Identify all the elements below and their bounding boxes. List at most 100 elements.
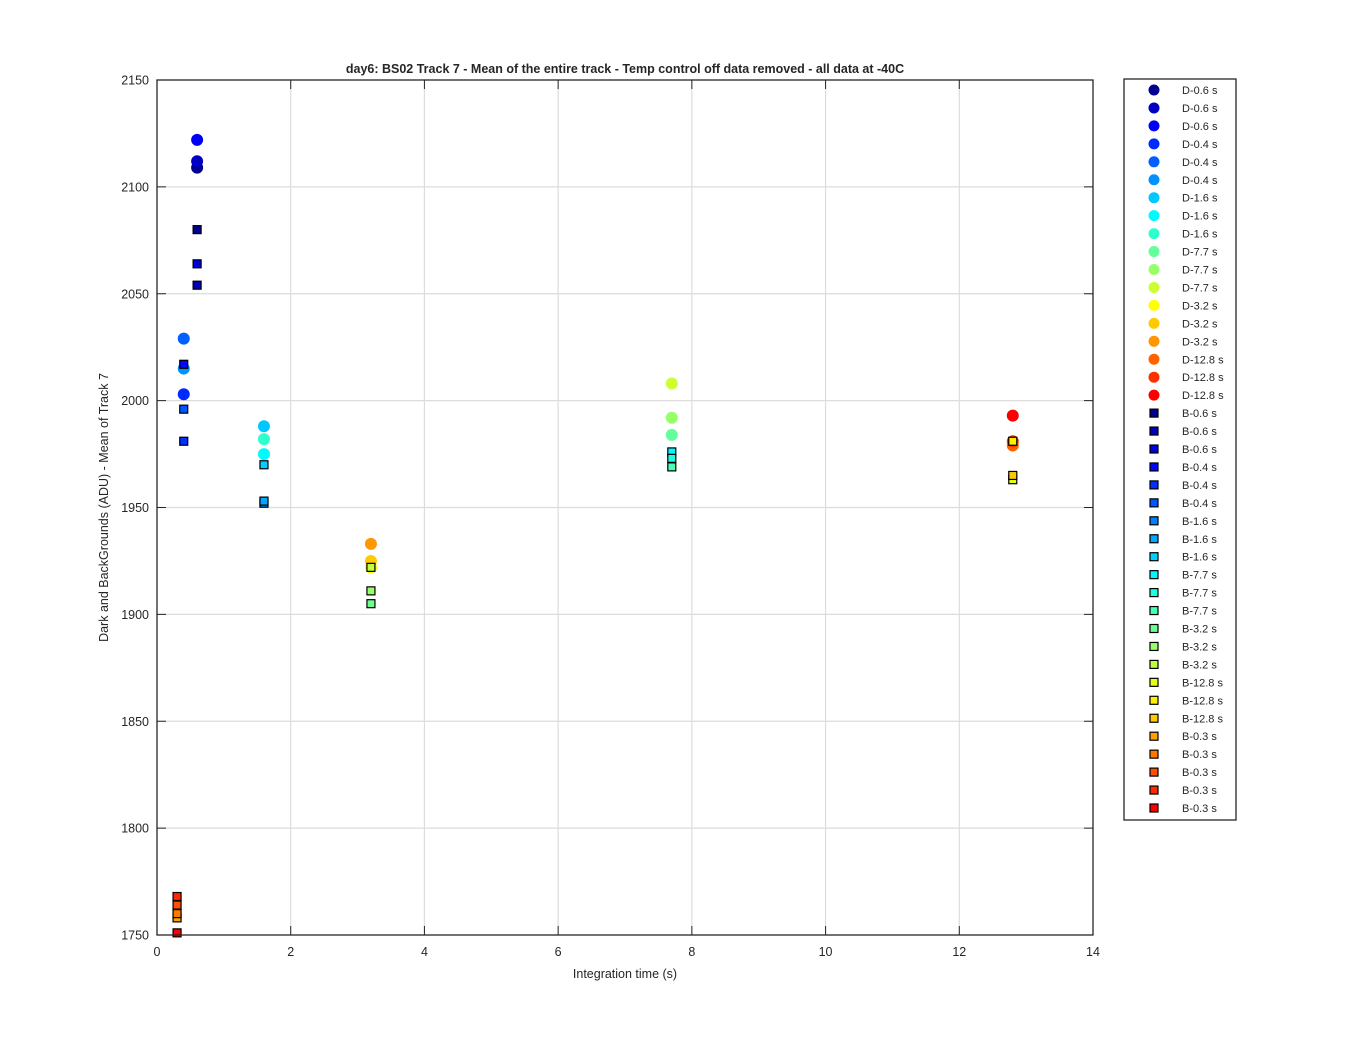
y-tick-label: 2100 xyxy=(121,180,149,194)
legend-marker-square xyxy=(1149,749,1159,759)
data-point-dark xyxy=(177,388,190,401)
y-tick-label: 1800 xyxy=(121,822,149,836)
x-axis-label: Integration time (s) xyxy=(573,967,677,981)
data-point-dark xyxy=(364,537,377,550)
legend-marker-circle xyxy=(1148,192,1160,204)
legend-marker-circle xyxy=(1148,84,1160,96)
legend-marker-square xyxy=(1149,444,1159,454)
legend-marker-circle xyxy=(1148,264,1160,275)
y-axis-label: Dark and BackGrounds (ADU) - Mean of Tra… xyxy=(97,373,111,642)
data-point-background xyxy=(259,460,269,470)
legend-marker-square xyxy=(1149,426,1159,436)
legend-label: D-1.6 s xyxy=(1182,193,1218,205)
legend-marker-circle xyxy=(1148,317,1160,329)
data-point-dark xyxy=(191,133,204,146)
data-point-dark xyxy=(1006,409,1019,422)
legend-marker-circle xyxy=(1148,102,1160,114)
y-tick-label: 1750 xyxy=(121,929,149,943)
legend-marker-square xyxy=(1149,677,1159,687)
legend-marker-square xyxy=(1149,605,1159,616)
legend-marker-circle xyxy=(1148,228,1160,240)
legend-marker-square xyxy=(1149,408,1159,418)
grid-lines xyxy=(157,80,1093,935)
data-point-background xyxy=(259,496,269,506)
legend-label: B-3.2 s xyxy=(1182,624,1217,636)
y-tick-label: 2000 xyxy=(121,394,149,408)
y-tick-label: 1850 xyxy=(121,715,149,729)
y-tick-label: 2050 xyxy=(121,287,149,301)
x-tick-label: 0 xyxy=(154,945,161,959)
data-point-dark xyxy=(665,428,678,441)
legend-marker-circle xyxy=(1148,120,1160,132)
legend-marker-circle xyxy=(1148,371,1160,383)
legend-label: B-0.3 s xyxy=(1182,803,1217,815)
legend-label: B-1.6 s xyxy=(1182,516,1217,528)
legend-label: D-3.2 s xyxy=(1182,318,1218,330)
legend-marker-square xyxy=(1149,785,1159,795)
legend-label: B-3.2 s xyxy=(1182,659,1217,671)
data-point-background xyxy=(1008,470,1018,481)
legend-label: B-0.4 s xyxy=(1182,498,1217,510)
x-tick-label: 2 xyxy=(287,945,294,959)
legend-marker-circle xyxy=(1148,210,1160,222)
y-tick-label: 1950 xyxy=(121,501,149,515)
data-point-dark xyxy=(665,411,678,424)
data-point-background xyxy=(172,900,182,910)
legend-label: B-12.8 s xyxy=(1182,677,1223,689)
legend-label: D-7.7 s xyxy=(1182,265,1218,277)
legend-label: B-12.8 s xyxy=(1182,713,1223,725)
data-point-background xyxy=(667,453,677,463)
chart-title: day6: BS02 Track 7 - Mean of the entire … xyxy=(346,62,904,76)
legend-marker-square xyxy=(1149,480,1159,490)
legend-label: D-0.4 s xyxy=(1182,157,1218,169)
data-point-dark xyxy=(257,433,270,446)
legend-marker-square xyxy=(1149,767,1159,777)
legend-marker-square xyxy=(1149,623,1159,634)
legend-label: D-3.2 s xyxy=(1182,336,1218,348)
x-tick-label: 8 xyxy=(688,945,695,959)
legend-marker-circle xyxy=(1148,156,1160,168)
legend-marker-circle xyxy=(1148,335,1160,347)
legend-marker-circle xyxy=(1148,138,1160,150)
data-point-background xyxy=(366,586,376,596)
legend-label: B-7.7 s xyxy=(1182,588,1217,600)
legend-label: D-12.8 s xyxy=(1182,390,1224,402)
legend-marker-circle xyxy=(1148,281,1160,293)
legend-label: B-0.6 s xyxy=(1182,426,1217,438)
data-point-background xyxy=(192,259,202,269)
legend-marker-square xyxy=(1149,713,1159,723)
data-point-background xyxy=(172,928,182,938)
data-point-background xyxy=(179,404,189,414)
legend-label: D-0.6 s xyxy=(1182,103,1218,115)
data-point-dark xyxy=(665,377,678,390)
legend-label: B-0.3 s xyxy=(1182,749,1217,761)
legend-label: D-3.2 s xyxy=(1182,300,1218,312)
legend-label: B-0.6 s xyxy=(1182,408,1217,420)
legend-label: B-0.3 s xyxy=(1182,731,1217,743)
legend-label: B-0.6 s xyxy=(1182,444,1217,456)
legend-marker-square xyxy=(1149,462,1159,472)
axis-ticks: 0 2 4 6 8 10 12 14 1750 1800 1850 1900 1950 2000 2050 2… xyxy=(121,74,1100,960)
data-point-background xyxy=(192,225,202,235)
legend-marker-square xyxy=(1149,695,1159,705)
y-tick-label: 2150 xyxy=(121,74,149,88)
data-point-background xyxy=(1008,436,1018,446)
legend-label: B-1.6 s xyxy=(1182,534,1217,546)
x-tick-label: 10 xyxy=(819,945,833,959)
legend-marker-square xyxy=(1149,659,1159,670)
legend-label: B-12.8 s xyxy=(1182,695,1223,707)
legend-label: B-7.7 s xyxy=(1182,570,1217,582)
legend-label: B-0.3 s xyxy=(1182,767,1217,779)
y-tick-label: 1900 xyxy=(121,608,149,622)
data-point-background xyxy=(366,562,376,572)
legend-label: B-3.2 s xyxy=(1182,641,1217,653)
data-point-background xyxy=(172,909,182,919)
legend-marker-square xyxy=(1149,803,1159,813)
data-point-dark xyxy=(177,332,190,345)
legend-label: B-0.4 s xyxy=(1182,462,1217,474)
legend-label: D-0.6 s xyxy=(1182,85,1218,97)
legend-label: D-0.4 s xyxy=(1182,139,1218,151)
legend-box xyxy=(1123,78,1237,821)
data-point-dark xyxy=(257,420,270,433)
